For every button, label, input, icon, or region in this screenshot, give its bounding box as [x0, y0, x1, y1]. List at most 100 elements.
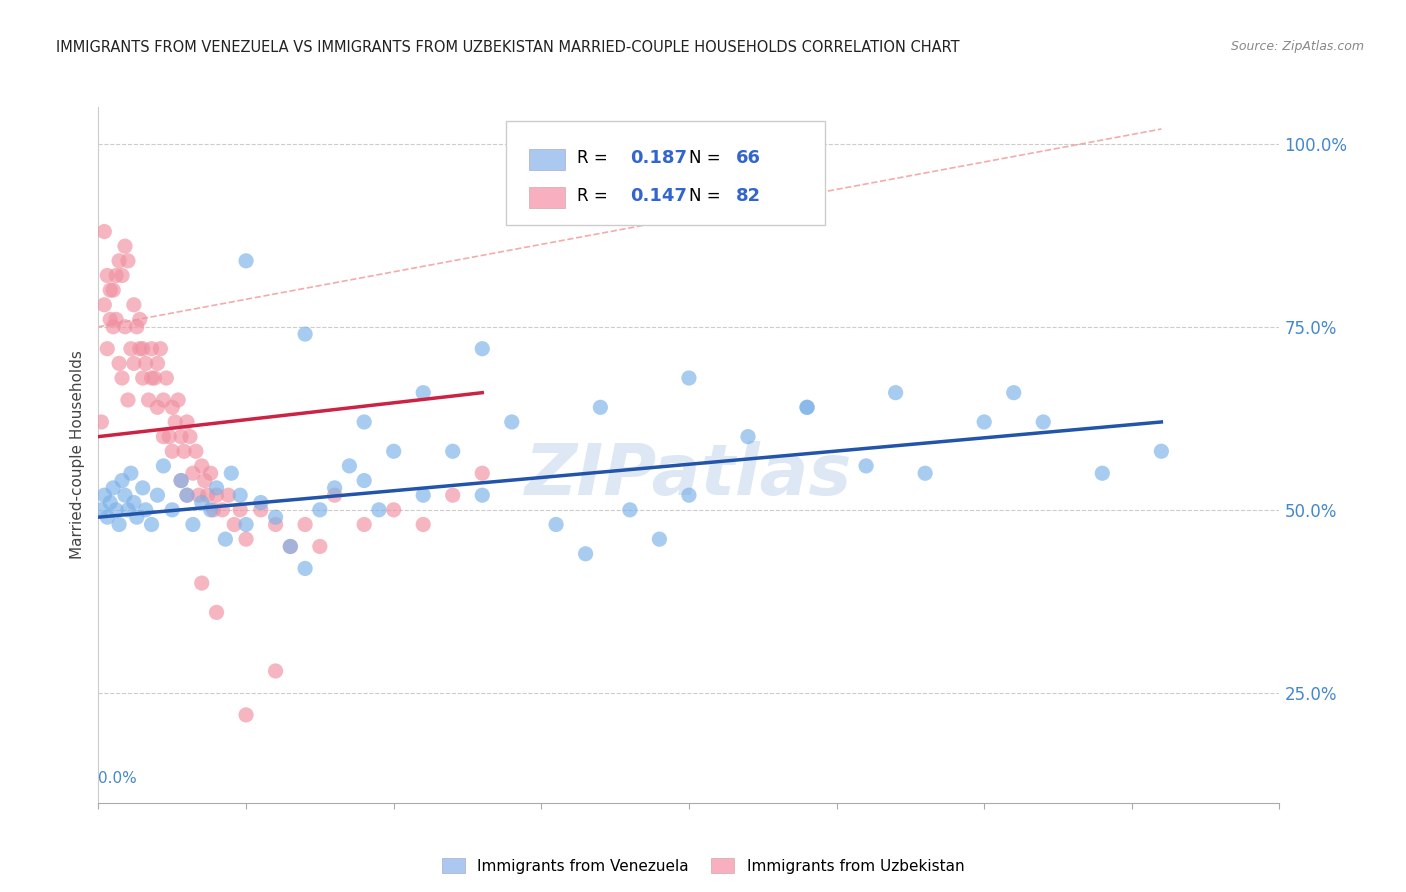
Point: [93, 298, 115, 312]
Point: [143, 371, 166, 385]
Point: [105, 503, 128, 517]
Point: [973, 415, 995, 429]
Point: [197, 488, 219, 502]
Point: [294, 517, 316, 532]
Point: [221, 467, 243, 481]
Point: [796, 401, 818, 415]
Point: [471, 342, 494, 356]
Point: [146, 488, 169, 502]
Point: [412, 488, 434, 502]
Point: [205, 606, 228, 620]
FancyBboxPatch shape: [530, 187, 565, 208]
Point: [114, 319, 136, 334]
Point: [200, 503, 222, 517]
Point: [235, 707, 257, 722]
Point: [146, 401, 169, 415]
Point: [170, 474, 193, 488]
Point: [122, 356, 145, 370]
Point: [181, 467, 204, 481]
Point: [105, 312, 128, 326]
Point: [138, 392, 160, 407]
Point: [108, 356, 131, 370]
Text: N =: N =: [689, 187, 725, 205]
Point: [98, 495, 121, 509]
Point: [114, 239, 136, 253]
Point: [191, 576, 214, 591]
Point: [471, 488, 494, 502]
Point: [884, 385, 907, 400]
Point: [1150, 444, 1173, 458]
Text: Source: ZipAtlas.com: Source: ZipAtlas.com: [1230, 40, 1364, 54]
Point: [187, 488, 209, 502]
Point: [205, 481, 228, 495]
Point: [141, 342, 163, 356]
Point: [648, 532, 671, 546]
Point: [114, 488, 136, 502]
Point: [229, 488, 252, 502]
Point: [353, 415, 375, 429]
Point: [176, 415, 198, 429]
Point: [170, 429, 193, 443]
Text: N =: N =: [689, 149, 725, 167]
Point: [205, 488, 228, 502]
FancyBboxPatch shape: [530, 149, 565, 169]
Point: [90, 415, 112, 429]
Point: [176, 488, 198, 502]
Point: [235, 532, 257, 546]
Point: [152, 429, 174, 443]
Point: [353, 517, 375, 532]
Text: R =: R =: [576, 149, 613, 167]
Point: [1032, 415, 1054, 429]
Point: [294, 327, 316, 342]
Point: [98, 283, 121, 297]
Point: [309, 540, 332, 554]
Point: [217, 488, 239, 502]
Point: [170, 474, 193, 488]
Point: [914, 467, 936, 481]
Point: [191, 458, 214, 473]
Point: [152, 458, 174, 473]
Point: [796, 401, 818, 415]
Point: [111, 474, 134, 488]
Point: [120, 467, 142, 481]
Point: [264, 517, 287, 532]
Point: [96, 342, 118, 356]
Point: [546, 517, 568, 532]
Point: [108, 517, 131, 532]
Point: [235, 253, 257, 268]
Point: [149, 342, 172, 356]
Text: 66: 66: [737, 149, 761, 167]
Point: [575, 547, 598, 561]
Point: [90, 503, 112, 517]
Point: [179, 429, 201, 443]
Point: [132, 371, 155, 385]
Point: [280, 540, 302, 554]
Point: [141, 517, 163, 532]
Point: [382, 444, 405, 458]
Point: [96, 268, 118, 283]
Point: [224, 517, 246, 532]
Point: [103, 319, 125, 334]
Point: [96, 510, 118, 524]
Point: [103, 283, 125, 297]
Point: [93, 225, 115, 239]
Point: [132, 342, 155, 356]
Point: [141, 371, 163, 385]
Point: [167, 392, 190, 407]
Point: [264, 510, 287, 524]
Point: [132, 481, 155, 495]
Point: [368, 503, 391, 517]
Text: R =: R =: [576, 187, 613, 205]
Point: [250, 495, 273, 509]
Point: [214, 532, 236, 546]
Point: [125, 319, 148, 334]
Point: [264, 664, 287, 678]
Point: [93, 488, 115, 502]
Point: [162, 401, 183, 415]
Point: [619, 503, 641, 517]
Point: [111, 268, 134, 283]
Point: [117, 253, 139, 268]
Point: [122, 495, 145, 509]
Text: ZIPatlas: ZIPatlas: [526, 442, 852, 510]
Y-axis label: Married-couple Households: Married-couple Households: [70, 351, 86, 559]
